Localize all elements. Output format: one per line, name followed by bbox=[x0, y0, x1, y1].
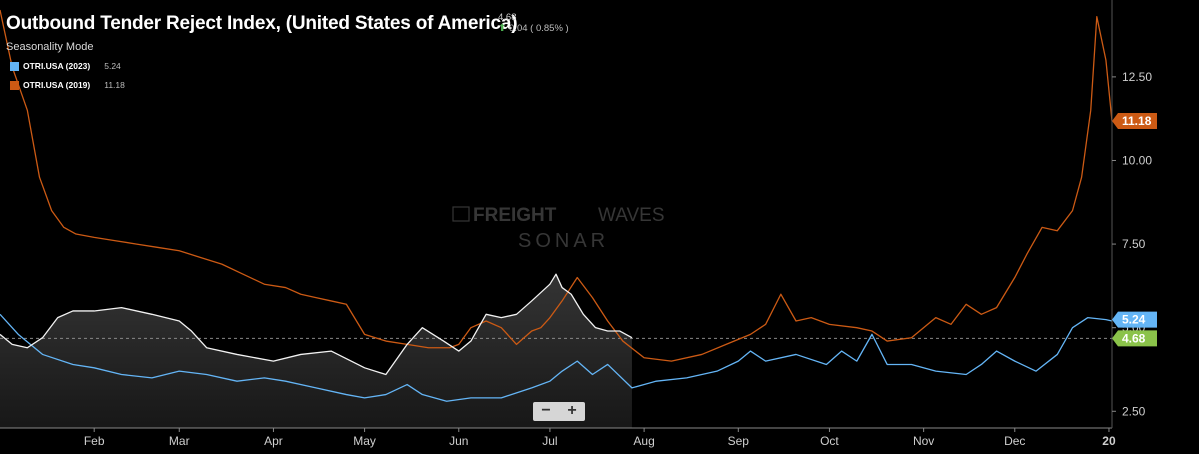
x-tick-label: Nov bbox=[913, 434, 934, 448]
zoom-controls: − + bbox=[533, 402, 585, 421]
legend-swatch-2023 bbox=[10, 61, 19, 71]
price-label-4-68: 4.68 bbox=[1112, 330, 1157, 347]
legend-swatch-2019 bbox=[10, 80, 19, 90]
y-tick-label: 12.50 bbox=[1122, 70, 1152, 84]
x-tick-label: Jul bbox=[542, 434, 557, 448]
svg-text:SONAR: SONAR bbox=[518, 230, 609, 252]
zoom-in-button[interactable]: + bbox=[567, 402, 577, 419]
comparison-area-fill bbox=[0, 274, 632, 428]
x-tick-label: Feb bbox=[84, 434, 105, 448]
chart-title: Outbound Tender Reject Index, (United St… bbox=[6, 13, 518, 34]
y-tick-label: 7.50 bbox=[1122, 237, 1146, 251]
price-label-11-18: 11.18 bbox=[1112, 113, 1157, 130]
svg-text:5.24: 5.24 bbox=[1122, 313, 1146, 327]
y-tick-label: 2.50 bbox=[1122, 404, 1146, 418]
legend-label-2023: OTRI.USA (2023) bbox=[23, 61, 91, 71]
x-tick-label: Jun bbox=[449, 434, 468, 448]
seasonality-mode-label: Seasonality Mode bbox=[6, 41, 94, 53]
up-arrow-icon: ⬆ bbox=[498, 23, 507, 34]
legend-value-2019: 11.18 bbox=[104, 80, 125, 90]
legend-label-2019: OTRI.USA (2019) bbox=[23, 80, 91, 90]
x-tick-label: May bbox=[353, 434, 376, 448]
x-tick-label: Mar bbox=[169, 434, 190, 448]
price-label-5-24: 5.24 bbox=[1112, 311, 1157, 328]
x-tick-label: Aug bbox=[633, 434, 654, 448]
x-tick-label: Apr bbox=[264, 434, 283, 448]
last-value-box: 4.68 ⬆ 0.04 ( 0.85% ) bbox=[498, 12, 569, 34]
series-line-otri-usa-2019 bbox=[0, 9, 1113, 362]
change-value: 0.04 ( 0.85% ) bbox=[509, 23, 569, 34]
watermark-logo: FREIGHT WAVES SONAR bbox=[452, 205, 665, 252]
x-tick-label: Oct bbox=[820, 434, 839, 448]
zoom-out-button[interactable]: − bbox=[541, 402, 551, 419]
svg-text:11.18: 11.18 bbox=[1122, 114, 1152, 128]
svg-text:WAVES: WAVES bbox=[598, 205, 665, 226]
y-tick-label: 10.00 bbox=[1122, 153, 1152, 167]
legend-value-2023: 5.24 bbox=[104, 61, 121, 71]
legend-item-2019[interactable]: OTRI.USA (2019) 11.18 bbox=[10, 80, 125, 90]
series-line-otri-usa-2023 bbox=[0, 313, 1113, 402]
svg-text:4.68: 4.68 bbox=[1122, 331, 1146, 345]
last-value: 4.68 bbox=[498, 12, 517, 23]
x-tick-label: 20 bbox=[1102, 434, 1116, 448]
x-tick-label: Dec bbox=[1004, 434, 1025, 448]
series-line-comparison bbox=[0, 273, 633, 376]
svg-text:FREIGHT: FREIGHT bbox=[473, 205, 557, 226]
x-tick-label: Sep bbox=[728, 434, 750, 448]
legend-item-2023[interactable]: OTRI.USA (2023) 5.24 bbox=[10, 61, 121, 71]
